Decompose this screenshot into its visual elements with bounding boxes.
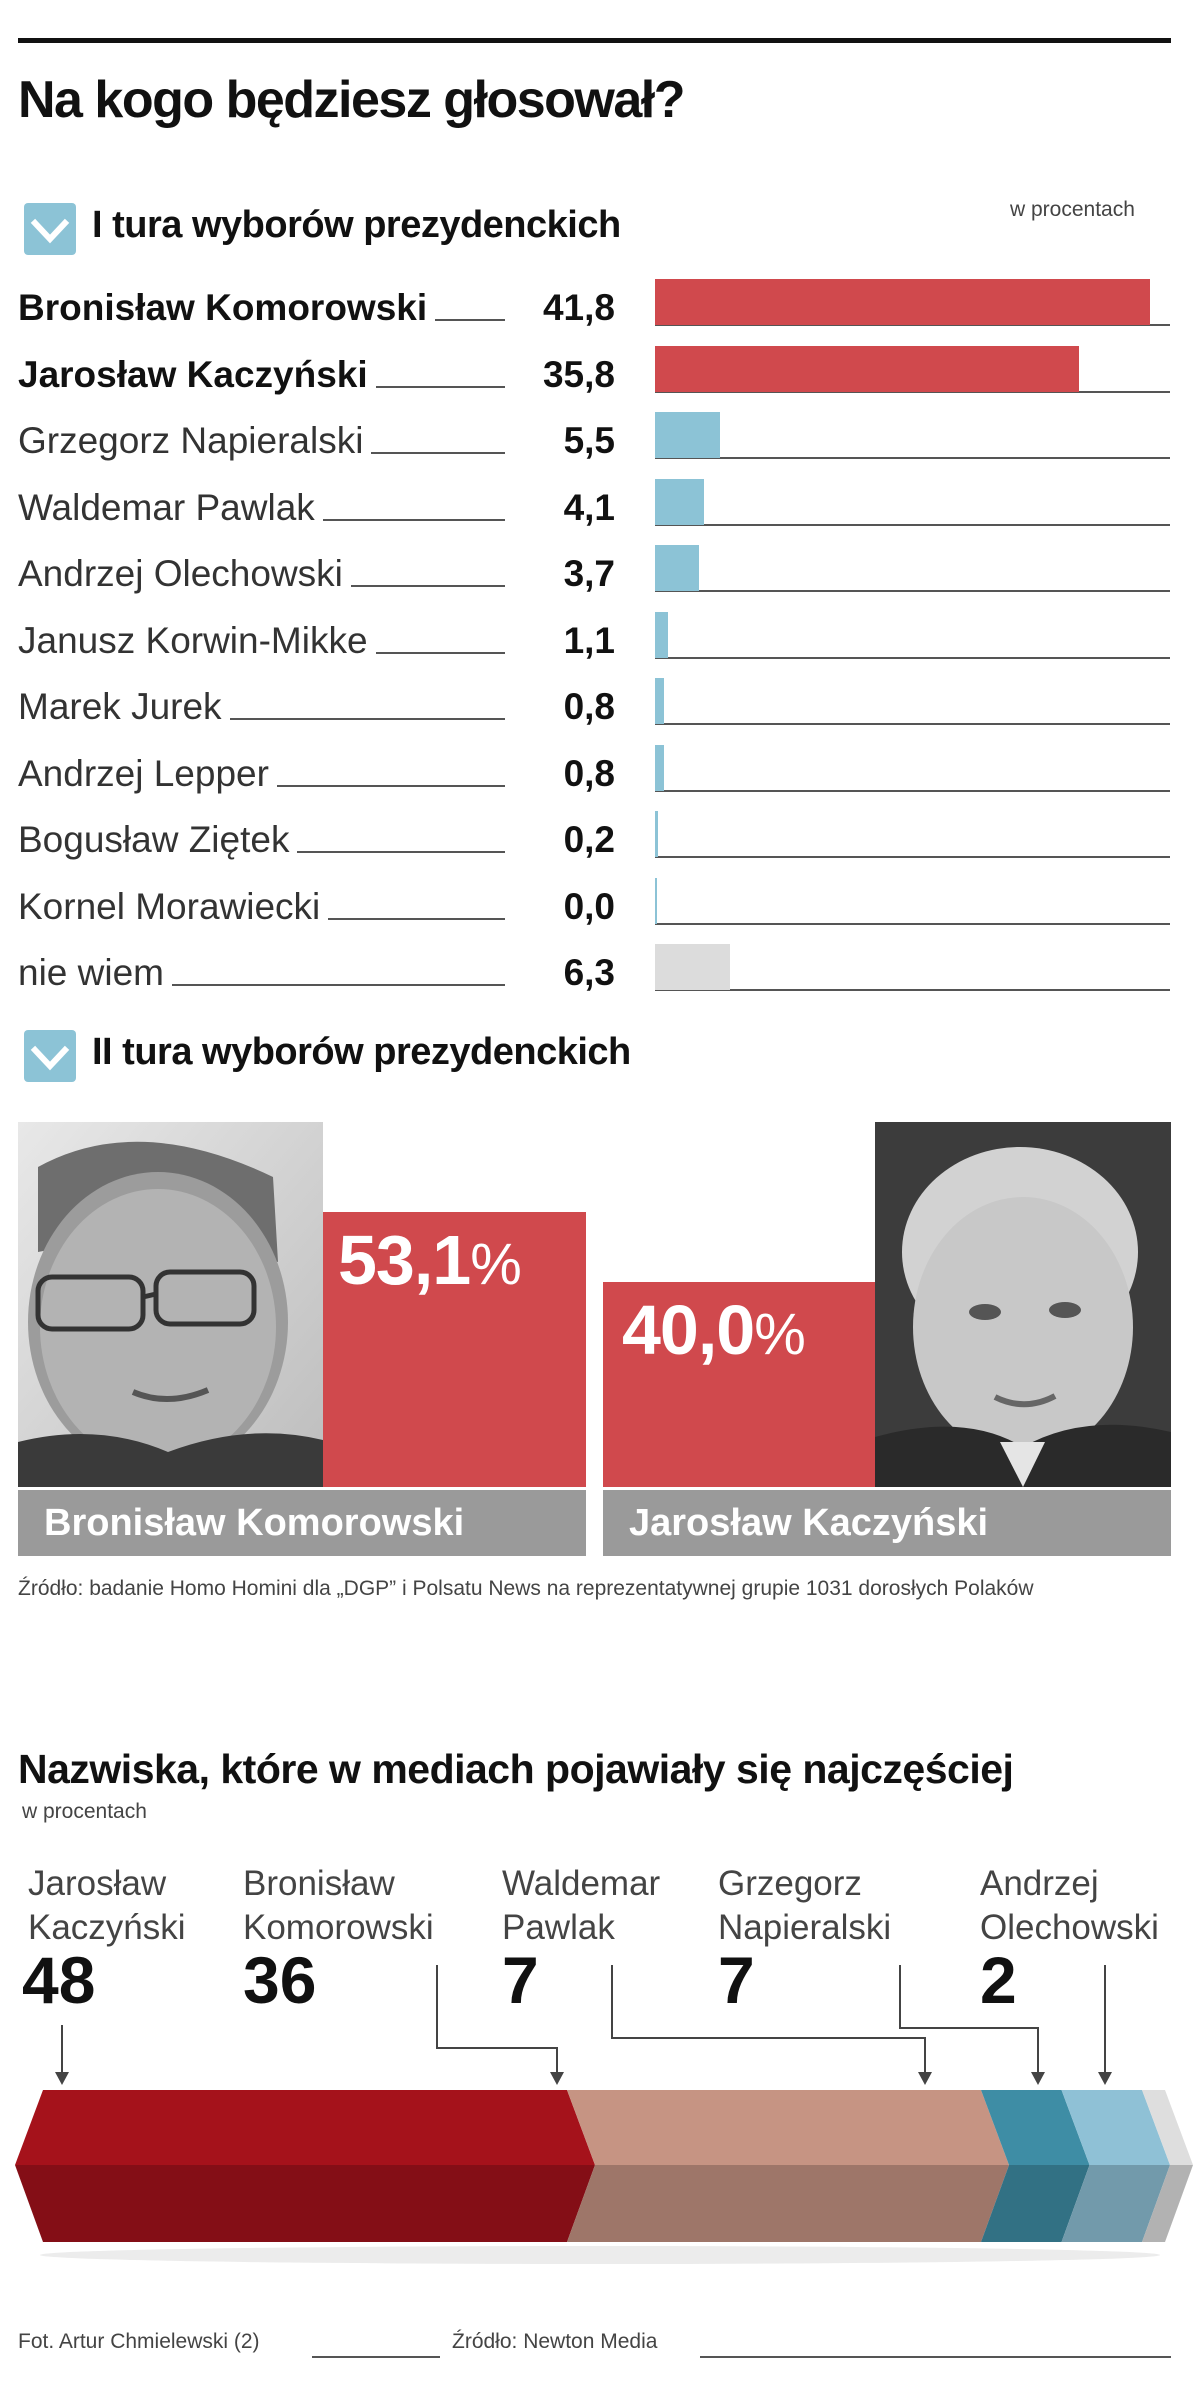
segment-top-napieralski xyxy=(1061,2090,1170,2165)
candidate-value-andrzej-lepper: 0,8 xyxy=(505,752,615,795)
footer-source: Źródło: Newton Media xyxy=(452,2330,658,2353)
candidate-value-kornel-morawiecki: 0,0 xyxy=(505,885,615,928)
segment-top-olechowski xyxy=(1142,2090,1193,2165)
bar-janusz-korwin-mikke xyxy=(655,611,669,658)
bar-kornel-morawiecki xyxy=(655,877,657,924)
kaczynski-photo xyxy=(875,1122,1171,1487)
bar-baseline-nie-wiem xyxy=(655,989,1170,991)
leader-line-nie-wiem xyxy=(18,984,523,986)
footer-rule-right xyxy=(700,2356,1171,2358)
media-name-pawlak: Waldemar Pawlak xyxy=(502,1864,661,1947)
bar-andrzej-lepper xyxy=(655,744,665,791)
candidate-value-boguslaw-zietek: 0,2 xyxy=(505,819,615,861)
bar-baseline-janusz-korwin-mikke xyxy=(655,656,1170,659)
top-rule xyxy=(18,38,1171,43)
candidate-name-kornel-morawiecki: Kornel Morawiecki xyxy=(18,885,329,928)
leader-line-marek-jurek xyxy=(18,718,523,720)
kaczynski-result-bar xyxy=(603,1282,875,1487)
segment-bottom-napieralski xyxy=(1061,2165,1170,2242)
komorowski-result-bar xyxy=(323,1212,586,1487)
media-value-olechowski: 2 xyxy=(980,1943,1017,2017)
candidate-name-boguslaw-zietek: Bogusław Ziętek xyxy=(18,819,298,861)
bar-baseline-jaroslaw-kaczynski xyxy=(655,390,1170,393)
connector-pawlak xyxy=(611,1965,926,2075)
bar-jaroslaw-kaczynski xyxy=(655,345,1079,392)
bar-marek-jurek xyxy=(655,678,665,724)
kaczynski-result-label: 40,0% xyxy=(622,1291,806,1369)
bar-andrzej-olechowski xyxy=(655,545,699,591)
round1-unit-note: w procentach xyxy=(1010,198,1135,221)
checkmark-icon xyxy=(24,203,76,255)
main-title: Na kogo będziesz głosował? xyxy=(18,71,686,129)
candidate-value-grzegorz-napieralski: 5,5 xyxy=(505,420,615,462)
komorowski-photo xyxy=(18,1122,323,1487)
media-name-komorowski: Bronisław Komorowski xyxy=(243,1864,434,1947)
bar-baseline-boguslaw-zietek xyxy=(655,856,1170,858)
candidate-name-waldemar-pawlak: Waldemar Pawlak xyxy=(18,486,323,529)
candidate-name-andrzej-olechowski: Andrzej Olechowski xyxy=(18,553,351,595)
media-value-kaczynski: 48 xyxy=(22,1943,96,2017)
candidate-name-bronislaw-komorowski: Bronisław Komorowski xyxy=(18,287,436,329)
bar-bronislaw-komorowski xyxy=(655,279,1150,325)
connector-komorowski xyxy=(436,1965,558,2075)
bar-baseline-bronislaw-komorowski xyxy=(655,324,1170,326)
candidate-name-nie-wiem: nie wiem xyxy=(18,952,172,994)
bar-baseline-andrzej-lepper xyxy=(655,789,1170,792)
candidate-name-marek-jurek: Marek Jurek xyxy=(18,686,230,728)
media-title: Nazwiska, które w mediach pojawiały się … xyxy=(18,1746,1014,1792)
footer-rule-left xyxy=(312,2356,440,2358)
candidate-name-janusz-korwin-mikke: Janusz Korwin-Mikke xyxy=(18,619,376,662)
bar-grzegorz-napieralski xyxy=(655,412,721,458)
bar-waldemar-pawlak xyxy=(655,478,704,525)
candidate-value-jaroslaw-kaczynski: 35,8 xyxy=(505,353,615,396)
bar-nie-wiem xyxy=(655,944,730,990)
round2-heading: II tura wyborów prezydenckich xyxy=(92,1031,631,1073)
bar-baseline-andrzej-olechowski xyxy=(655,590,1170,592)
media-name-napieralski: Grzegorz Napieralski xyxy=(718,1864,892,1947)
photo-credit: Fot. Artur Chmielewski (2) xyxy=(18,2330,260,2353)
checkmark-icon xyxy=(24,1030,76,1082)
segment-bottom-komorowski xyxy=(567,2165,1009,2242)
round1-heading: I tura wyborów prezydenckich xyxy=(92,204,621,246)
candidate-name-jaroslaw-kaczynski: Jarosław Kaczyński xyxy=(18,353,376,396)
media-value-napieralski: 7 xyxy=(718,1943,755,2017)
segment-bottom-kaczynski xyxy=(15,2165,595,2242)
media-name-kaczynski: Jarosław Kaczyński xyxy=(28,1864,186,1947)
media-unit-note: w procentach xyxy=(22,1800,147,1823)
candidate-value-nie-wiem: 6,3 xyxy=(505,952,615,994)
bar-boguslaw-zietek xyxy=(655,811,658,857)
bar-baseline-waldemar-pawlak xyxy=(655,523,1170,526)
segment-top-pawlak xyxy=(981,2090,1090,2165)
candidate-name-andrzej-lepper: Andrzej Lepper xyxy=(18,752,277,795)
candidate-value-waldemar-pawlak: 4,1 xyxy=(505,486,615,529)
segment-top-komorowski xyxy=(567,2090,1009,2165)
media-value-komorowski: 36 xyxy=(243,1943,317,2017)
segment-bottom-olechowski xyxy=(1142,2165,1193,2242)
candidate-value-bronislaw-komorowski: 41,8 xyxy=(505,287,615,329)
komorowski-result-label: 53,1% xyxy=(338,1221,522,1299)
connector-arrowheads xyxy=(55,2072,1112,2085)
candidate-value-marek-jurek: 0,8 xyxy=(505,686,615,728)
media-name-olechowski: Andrzej Olechowski xyxy=(980,1864,1159,1947)
segment-bottom-pawlak xyxy=(981,2165,1090,2242)
komorowski-name-bar: Bronisław Komorowski xyxy=(18,1490,586,1556)
survey-source: Źródło: badanie Homo Homini dla „DGP” i … xyxy=(18,1577,1034,1600)
candidate-value-janusz-korwin-mikke: 1,1 xyxy=(505,619,615,662)
media-value-pawlak: 7 xyxy=(502,1943,539,2017)
media-stacked-bar xyxy=(15,1965,1193,2264)
bar-baseline-marek-jurek xyxy=(655,723,1170,725)
segment-top-kaczynski xyxy=(15,2090,595,2165)
connector-napieralski xyxy=(899,1965,1039,2075)
candidate-name-grzegorz-napieralski: Grzegorz Napieralski xyxy=(18,420,372,462)
bar-baseline-kornel-morawiecki xyxy=(655,922,1170,925)
bar-baseline-grzegorz-napieralski xyxy=(655,457,1170,459)
connector-lines xyxy=(61,1965,1106,2075)
kaczynski-name-bar: Jarosław Kaczyński xyxy=(603,1490,1171,1556)
candidate-value-andrzej-olechowski: 3,7 xyxy=(505,553,615,595)
